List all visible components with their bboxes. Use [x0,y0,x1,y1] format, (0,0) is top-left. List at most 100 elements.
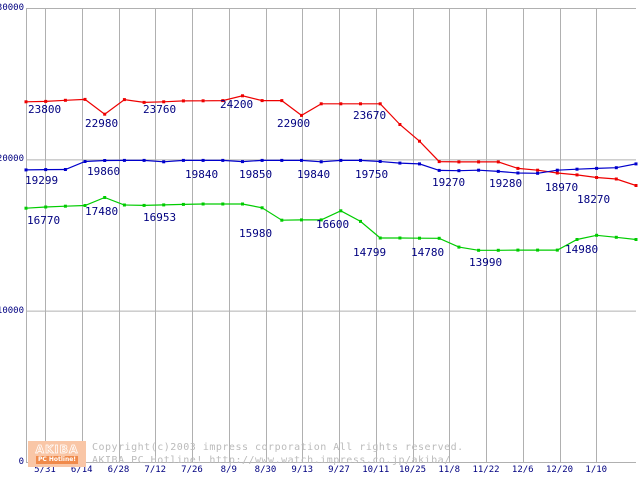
data-point-blue [44,168,48,172]
data-point-blue [162,160,166,164]
data-point-blue [221,158,225,162]
data-point-blue [555,168,559,172]
data-point-green [241,202,244,206]
point-value-label: 18970 [545,181,579,194]
data-point-blue [181,158,185,162]
series-line-blue [25,159,637,174]
point-value-label: 22900 [277,117,311,130]
data-point-red [575,173,579,177]
data-point-blue [378,160,382,163]
data-point-red [555,171,559,175]
data-point-red [122,98,126,102]
data-point-red [280,99,284,103]
x-tick-label: 10/25 [398,465,427,475]
point-value-label: 19840 [297,168,331,181]
data-point-green [260,206,264,210]
data-point-red [241,94,244,98]
series-line-red [25,95,637,187]
x-tick-label: 7/12 [144,465,167,475]
data-point-blue [575,167,579,171]
point-value-label: 23800 [28,103,62,116]
data-point-red [300,113,303,117]
data-point-green [221,202,225,206]
data-point-red [418,139,421,143]
data-point-blue [398,161,402,165]
data-point-green [398,236,402,240]
data-point-green [339,209,343,213]
point-value-label: 13990 [469,256,503,269]
data-point-red [221,99,225,103]
data-point-red [319,102,323,106]
data-point-red [516,166,520,170]
data-point-green [280,218,284,222]
x-tick-label: 11/8 [438,465,461,475]
data-point-blue [457,169,461,173]
x-tick-label: 1/10 [585,465,608,475]
data-point-blue [142,158,146,162]
point-value-label: 19750 [355,168,389,181]
point-value-label: 14980 [565,243,599,256]
point-value-label: 19860 [87,165,121,178]
data-point-blue [359,158,362,162]
point-value-label: 19270 [432,176,466,189]
x-tick-label: 8/9 [220,465,237,475]
x-tick-label: 8/30 [254,465,277,475]
point-value-label: 14780 [411,246,445,259]
data-point-blue [536,171,540,175]
data-point-blue [496,169,500,173]
data-point-green [378,236,382,240]
data-point-green [142,203,146,207]
data-point-blue [122,158,126,162]
data-point-green [496,248,500,252]
x-tick-label: 6/14 [70,465,93,475]
data-point-red [496,160,500,164]
point-value-label: 17480 [85,205,119,218]
point-value-label: 18270 [577,193,611,206]
footer-credit: AKIBA PC Hotline! Copyright(c)2003 impre… [28,440,628,468]
x-tick-label: 12/6 [511,465,534,475]
x-tick-label: 9/27 [328,465,350,475]
data-point-green [122,203,126,207]
x-tick-label: 10/11 [362,465,390,475]
x-tick-label: 7/26 [181,465,203,475]
data-point-red [44,99,48,103]
data-point-red [83,97,87,101]
data-point-green [477,248,481,252]
data-point-red [398,123,402,126]
data-point-red [142,100,146,104]
data-point-blue [241,160,244,164]
data-point-red [103,112,107,116]
footer-text: Copyright(c)2003 impress corporation All… [92,440,464,467]
data-point-red [339,102,343,106]
data-point-green [300,218,303,222]
akiba-logo-sub: PC Hotline! [35,456,79,464]
y-tick-label: 20000 [0,154,24,165]
data-point-red [359,102,362,106]
series-line-green [25,196,637,251]
data-point-blue [595,166,599,170]
data-point-green [418,236,421,240]
data-point-red [378,102,382,106]
data-point-red [260,99,264,103]
point-value-label: 24200 [220,98,254,111]
point-value-label: 22980 [85,117,119,130]
data-point-red [181,99,185,103]
data-point-blue [280,158,284,162]
data-point-green [614,235,618,239]
data-point-green [575,238,579,241]
x-tick-label: 12/20 [545,465,574,475]
point-value-label: 19299 [25,174,59,187]
data-point-blue [103,159,107,162]
data-point-green [595,233,599,237]
point-value-label: 23670 [353,109,387,122]
data-point-blue [300,158,303,162]
data-point-green [162,203,166,207]
data-point-blue [339,158,343,162]
data-point-red [24,100,28,104]
x-tick-label: 6/28 [107,465,130,475]
data-point-green [181,202,185,206]
data-point-blue [63,168,67,171]
data-point-blue [24,168,28,172]
data-point-green [457,245,461,249]
